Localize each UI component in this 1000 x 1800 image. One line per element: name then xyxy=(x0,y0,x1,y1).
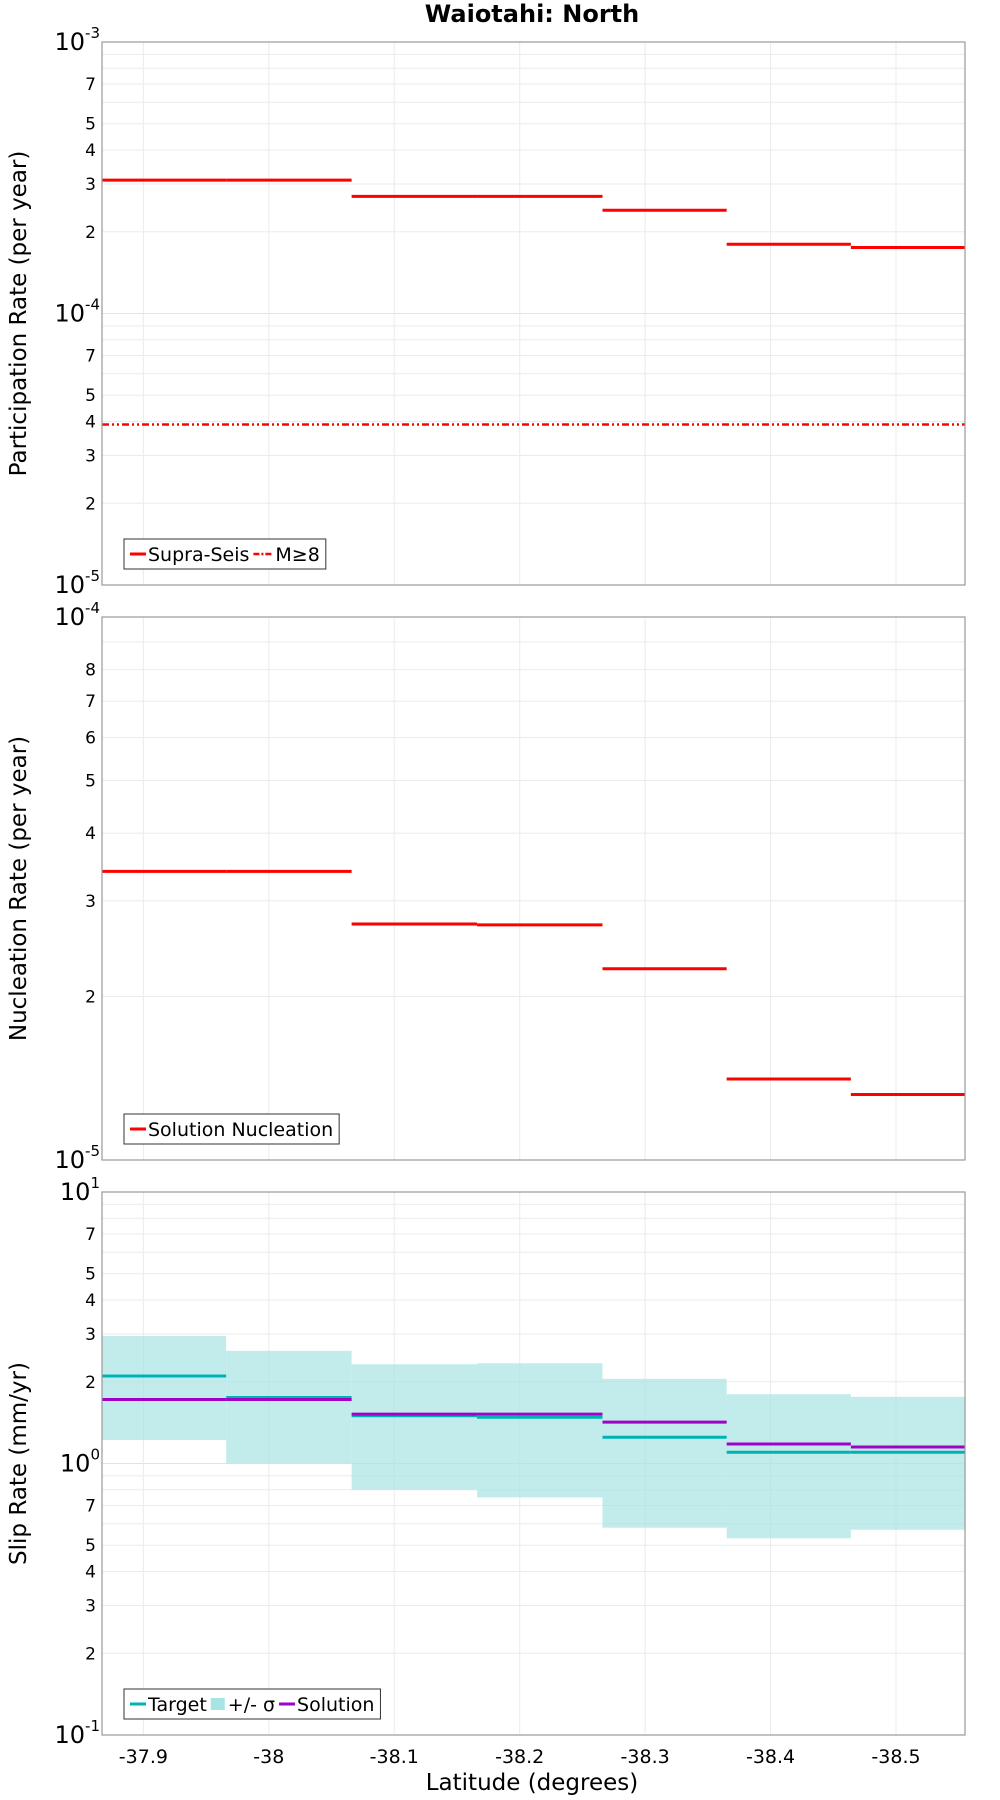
y-tick-label: 3 xyxy=(85,446,96,466)
legend: Supra-Seis M≥8 xyxy=(123,538,327,570)
legend: Solution Nucleation xyxy=(123,1113,340,1145)
y-tick-label: 2 xyxy=(85,1373,96,1393)
y-tick-label: 5 xyxy=(85,1265,96,1285)
legend-label: Target xyxy=(147,1694,207,1716)
sigma-band-segment xyxy=(351,1364,478,1490)
sigma-band-segment xyxy=(726,1394,851,1539)
y-tick-label: 7 xyxy=(85,347,96,367)
y-tick-label: 4 xyxy=(85,1291,96,1311)
sigma-band-segment xyxy=(850,1396,965,1530)
legend-label: Solution Nucleation xyxy=(148,1119,333,1141)
x-tick-label: -38.4 xyxy=(746,1746,795,1768)
y-decade-label: 10-1 xyxy=(54,1717,100,1749)
x-tick-label: -38 xyxy=(253,1746,284,1768)
series-supra-seis xyxy=(102,178,965,250)
legend-label: Supra-Seis xyxy=(148,544,249,566)
y-decade-label: 10-5 xyxy=(54,567,100,599)
plot-frame xyxy=(101,616,966,1161)
y-tick-label: 2 xyxy=(85,988,96,1008)
legend: Target +/- σ Solution xyxy=(123,1688,381,1720)
y-tick-label: 6 xyxy=(85,728,96,748)
chart-title: Waiotahi: North xyxy=(425,0,639,28)
plot-frame xyxy=(101,1191,966,1736)
y-tick-label: 3 xyxy=(85,175,96,195)
sigma-band-segment xyxy=(477,1363,603,1498)
legend-box xyxy=(123,1113,340,1145)
sigma-band-segment xyxy=(102,1335,227,1441)
y-tick-label: 7 xyxy=(85,692,96,712)
y-tick-labels: 2 3 4 5 7 2 3 4 5 7 10-1 100 101 xyxy=(54,1174,100,1749)
sigma-band-segment xyxy=(226,1350,352,1464)
legend-swatch xyxy=(210,1698,225,1710)
sigma-band xyxy=(102,1335,965,1539)
y-tick-label: 2 xyxy=(85,494,96,514)
y-tick-label: 4 xyxy=(85,141,96,161)
y-decade-label: 10-4 xyxy=(54,599,100,631)
y-tick-label: 2 xyxy=(85,223,96,243)
y-decade-label: 100 xyxy=(60,1446,100,1478)
y-tick-label: 7 xyxy=(85,1225,96,1245)
y-tick-label: 5 xyxy=(85,771,96,791)
y-tick-labels: 2 3 4 5 7 2 3 4 5 7 10-5 10-4 10-3 xyxy=(54,24,100,599)
y-tick-label: 7 xyxy=(85,75,96,95)
y-axis-label: Nucleation Rate (per year) xyxy=(6,736,32,1041)
y-axis-label: Slip Rate (mm/yr) xyxy=(6,1362,32,1565)
y-tick-label: 3 xyxy=(85,1325,96,1345)
y-tick-label: 5 xyxy=(85,1536,96,1556)
x-tick-labels: -37.9 -38 -38.1 -38.2 -38.3 -38.4 -38.5 xyxy=(119,1746,921,1768)
plot-frame xyxy=(101,41,966,586)
x-axis-label: Latitude (degrees) xyxy=(426,1770,639,1796)
y-tick-label: 4 xyxy=(85,1563,96,1583)
participation-rate-panel: 2 3 4 5 7 2 3 4 5 7 10-5 10-4 10-3 Participation Rate… xyxy=(6,24,966,599)
series-solution-nucleation xyxy=(102,869,965,1097)
x-tick-label: -37.9 xyxy=(119,1746,168,1768)
x-tick-label: -38.5 xyxy=(871,1746,920,1768)
series-solution xyxy=(102,1398,965,1449)
x-tick-label: -38.2 xyxy=(495,1746,544,1768)
y-tick-label: 4 xyxy=(85,824,96,844)
nucleation-rate-panel: 2 3 4 5 6 7 8 10-5 10-4 Nucleation Rate (per year… xyxy=(6,599,966,1174)
plot-area xyxy=(102,617,965,1160)
slip-rate-panel: 2 3 4 5 7 2 3 4 5 7 10-1 100 101 Slip Rate (mm/yr) Tar… xyxy=(6,1174,966,1768)
y-tick-label: 3 xyxy=(85,892,96,912)
series-target xyxy=(102,1374,965,1454)
y-decade-label: 10-3 xyxy=(54,24,100,56)
y-tick-label: 8 xyxy=(85,661,96,681)
y-decade-label: 101 xyxy=(60,1174,100,1206)
legend-label: Solution xyxy=(297,1694,374,1716)
x-tick-label: -38.3 xyxy=(621,1746,670,1768)
y-tick-label: 3 xyxy=(85,1596,96,1616)
y-decade-label: 10-4 xyxy=(54,296,100,328)
y-tick-labels: 2 3 4 5 6 7 8 10-5 10-4 xyxy=(54,599,100,1174)
legend-label: +/- σ xyxy=(228,1694,275,1716)
y-tick-label: 7 xyxy=(85,1497,96,1517)
y-axis-label: Participation Rate (per year) xyxy=(6,151,32,477)
sigma-band-segment xyxy=(602,1378,727,1528)
legend-label: M≥8 xyxy=(275,544,319,566)
y-tick-label: 4 xyxy=(85,413,96,433)
y-tick-label: 5 xyxy=(85,386,96,406)
legend-box xyxy=(123,1688,381,1720)
legend-box xyxy=(123,538,327,570)
y-tick-label: 5 xyxy=(85,115,96,135)
y-tick-label: 2 xyxy=(85,1644,96,1664)
y-decade-label: 10-5 xyxy=(54,1142,100,1174)
x-tick-label: -38.1 xyxy=(370,1746,419,1768)
